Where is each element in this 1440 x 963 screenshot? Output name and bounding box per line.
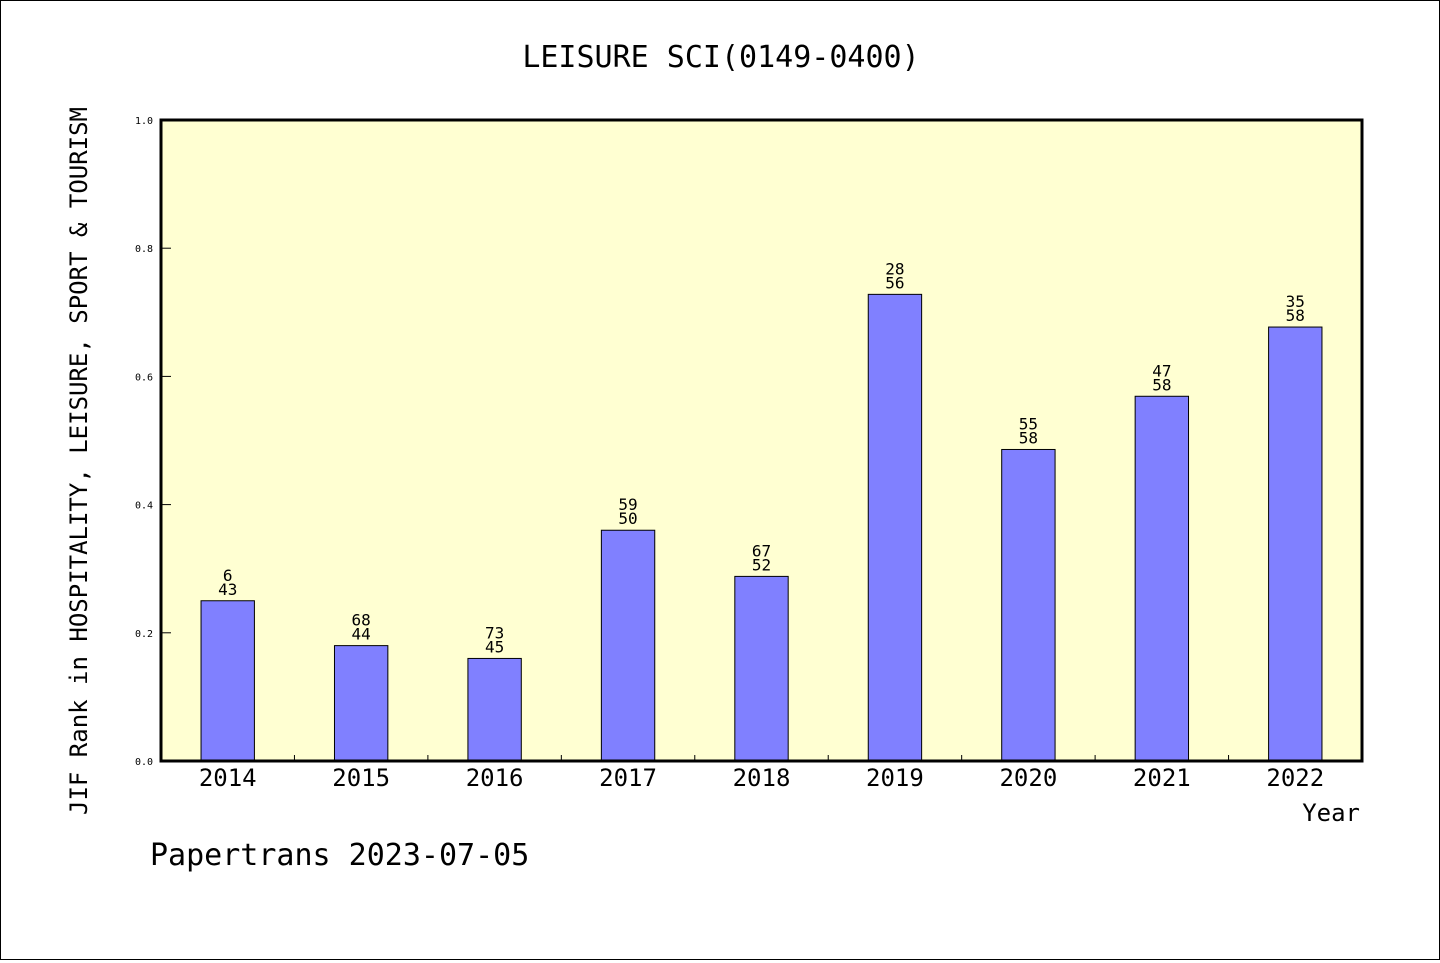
bar-2016 [467,657,522,762]
bar-2015 [333,645,389,762]
y-tick-label-0.8: 0.8 [135,244,153,255]
bar-2018 [734,575,789,762]
bar-label-top-2014: 6 [223,566,233,585]
x-ticks-group: 2014 2015 2016 2017 2018 2019 2020 2021 2022 [199,755,1324,792]
bar-label-bottom-2015: 44 [352,625,371,644]
bar-label-bottom-2014: 43 [218,580,237,599]
bar-label-top-2022: 35 [1286,292,1305,311]
bar-2020 [1001,448,1056,762]
bar-2014 [200,600,255,762]
y-axis-label: JIF Rank in HOSPITALITY, LEISURE, SPORT … [65,107,93,815]
x-tick-label-2022: 2022 [1266,764,1324,792]
x-tick-label-2019: 2019 [866,764,924,792]
bar-label-top-2015: 68 [352,611,371,630]
bar-2017 [600,529,656,762]
chart-title: LEISURE SCI(0149-0400) [522,40,919,75]
bar-2022 [1268,326,1323,762]
x-axis-label: Year [1302,799,1360,827]
x-tick-label-2018: 2018 [733,764,791,792]
y-tick-label-0.0: 0.0 [135,757,153,768]
bar-label-bottom-2019: 56 [885,273,904,292]
bars-group [200,293,1323,762]
plot-border [159,118,1364,763]
bar-label-bottom-2021: 58 [1152,375,1171,394]
bar-label-top-2018: 67 [752,541,771,560]
bar-label-bottom-2017: 50 [618,509,637,528]
x-tick-label-2016: 2016 [466,764,524,792]
x-tick-label-2020: 2020 [999,764,1057,792]
y-tick-label-0.2: 0.2 [135,629,153,640]
y-tick-label-0.6: 0.6 [135,372,153,383]
bar-2019 [867,293,923,762]
bar-label-bottom-2020: 58 [1019,428,1038,447]
footer-text: Papertrans 2023-07-05 [150,838,529,873]
bar-label-top-2021: 47 [1152,361,1171,380]
x-tick-label-2015: 2015 [332,764,390,792]
bar-label-top-2020: 55 [1019,414,1038,433]
bar-label-top-2016: 73 [485,623,504,642]
x-tick-label-2017: 2017 [599,764,657,792]
y-tick-label-1.0: 1.0 [135,116,153,127]
bar-label-top-2017: 59 [618,495,637,514]
bar-label-bottom-2016: 45 [485,637,504,656]
bar-label-bottom-2018: 52 [752,555,771,574]
y-tick-label-0.4: 0.4 [135,501,153,512]
bar-label-top-2019: 28 [885,259,904,278]
x-tick-label-2014: 2014 [199,764,257,792]
x-tick-label-2021: 2021 [1133,764,1191,792]
bar-2021 [1134,395,1190,762]
bar-label-bottom-2022: 58 [1286,306,1305,325]
